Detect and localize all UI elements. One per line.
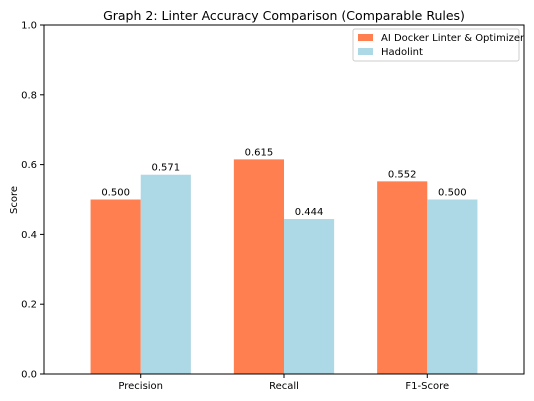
data-label: 0.500	[101, 188, 130, 199]
y-tick-label: 0.4	[21, 230, 37, 241]
bar	[233, 159, 284, 374]
legend-swatch	[358, 48, 373, 55]
y-tick-label: 0.0	[21, 370, 37, 381]
bar	[90, 199, 141, 374]
y-tick-label: 0.8	[21, 90, 37, 101]
x-tick-label: Recall	[269, 381, 299, 392]
bar	[377, 181, 428, 374]
data-label: 0.444	[295, 207, 324, 218]
data-labels-layer: 0.500 0.615 0.552 0.571 0.444 0.500	[101, 147, 466, 218]
data-label: 0.552	[388, 169, 417, 180]
legend-swatch	[358, 34, 373, 41]
chart-title: Graph 2: Linter Accuracy Comparison (Com…	[103, 8, 465, 23]
data-label: 0.571	[151, 163, 180, 174]
y-axis-label: Score	[9, 186, 20, 214]
y-tick-label: 0.2	[21, 300, 37, 311]
legend-box	[352, 28, 520, 62]
data-label: 0.500	[438, 188, 467, 199]
legend-label: Hadolint	[381, 47, 423, 58]
y-tick-label: 1.0	[21, 21, 37, 32]
legend: AI Docker Linter & Optimizer Hadolint	[352, 28, 525, 62]
bar	[140, 174, 191, 374]
bars-layer	[90, 159, 478, 374]
x-tick-label: F1-Score	[405, 381, 449, 392]
bar	[427, 199, 478, 374]
ticks-layer: Precision Recall F1-Score 0.0 0.2 0.4 0.6 0.8 1.…	[21, 21, 449, 393]
y-tick-label: 0.6	[21, 160, 37, 171]
plot-frame	[43, 24, 525, 375]
data-label: 0.615	[245, 147, 274, 158]
bar	[284, 219, 335, 374]
legend-label: AI Docker Linter & Optimizer	[381, 33, 525, 44]
x-tick-label: Precision	[118, 381, 163, 392]
